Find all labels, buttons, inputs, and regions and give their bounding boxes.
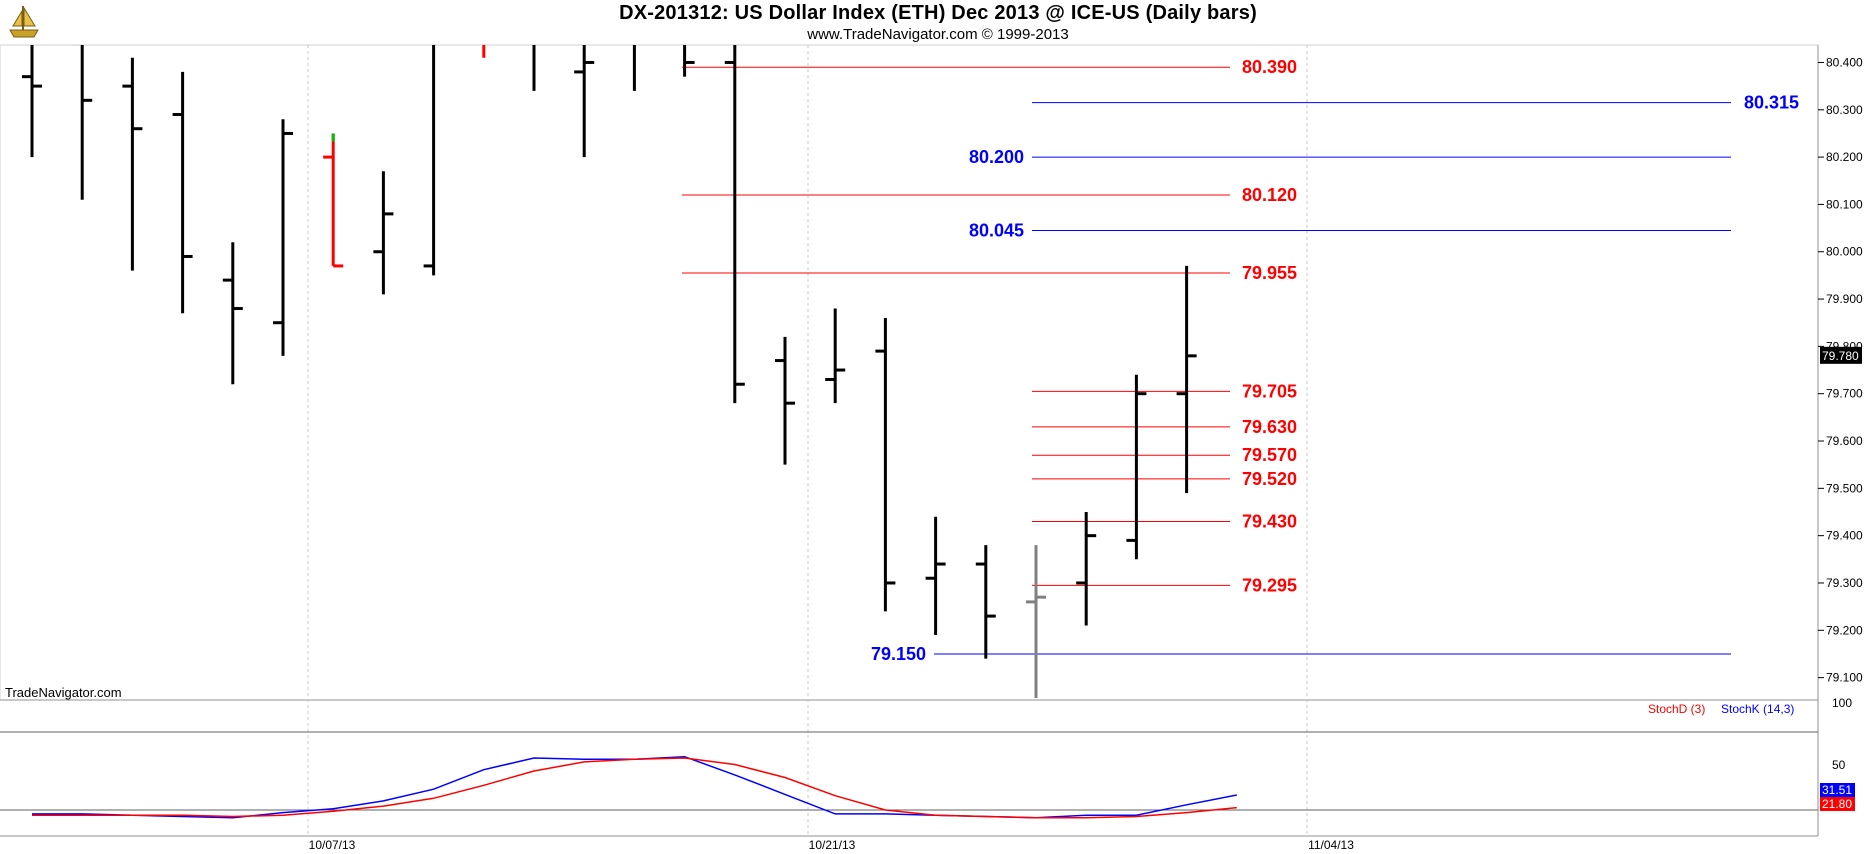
y-tick-label: 80.400 [1826,55,1863,69]
x-tick-label: 10/21/13 [809,838,856,852]
level-label: 79.630 [1242,417,1297,437]
chart-subtitle: www.TradeNavigator.com © 1999-2013 [807,26,1069,43]
level-label: 79.150 [871,644,926,664]
level-label: 80.045 [969,220,1024,240]
y-tick-label: 79.900 [1826,292,1863,306]
stoch-legend-entry: StochK (14,3) [1721,702,1794,716]
y-tick-label: 80.100 [1826,197,1863,211]
watermark: TradeNavigator.com [5,685,122,700]
ohlc-bar [22,45,42,158]
ohlc-bar [373,171,394,295]
y-tick-label: 80.300 [1826,103,1863,117]
level-label: 80.120 [1242,185,1297,205]
level-label: 79.955 [1242,263,1297,283]
ohlc-bar [532,45,536,91]
y-tick-label: 80.200 [1826,150,1863,164]
y-tick-label: 79.600 [1826,434,1863,448]
ohlc-bar [925,516,946,636]
y-tick-label: 79.400 [1826,529,1863,543]
x-tick-label: 10/07/13 [309,838,356,852]
stoch-legend-entry: StochD (3) [1648,702,1705,716]
level-label: 79.705 [1242,381,1297,401]
stochk-badge [1820,783,1855,797]
ohlc-bar [875,317,896,612]
ohlc-bar [683,45,695,77]
ohlc-bar [423,45,436,276]
chart-title: DX-201312: US Dollar Index (ETH) Dec 201… [619,2,1257,24]
last-price-label: 79.780 [1822,349,1859,363]
ohlc-bar [825,308,846,404]
stoch-y-tick-label: 100 [1832,696,1852,710]
ohlc-bar [632,45,636,91]
ohlc-bar [724,45,745,404]
y-tick-label: 80.000 [1826,245,1863,259]
level-label: 79.295 [1242,575,1297,595]
ohlc-bar [775,336,795,465]
stochk-value: 31.51 [1822,783,1852,797]
ohlc-bar [323,133,344,268]
ohlc-bar [72,45,93,200]
y-tick-label: 79.700 [1826,387,1863,401]
level-label: 79.570 [1242,445,1297,465]
level-label: 80.390 [1242,57,1297,77]
ship-logo-icon [6,2,42,40]
last-price-badge [1820,346,1862,364]
level-label: 79.520 [1242,469,1297,489]
stochd-value: 21.80 [1822,797,1852,811]
x-tick-label: 11/04/13 [1308,838,1354,852]
ohlc-bar [122,57,143,271]
ohlc-bar [172,71,193,314]
ohlc-bar [975,545,996,659]
y-tick-label: 79.200 [1826,623,1863,637]
ohlc-bar [574,45,595,158]
ohlc-bar [222,242,243,385]
ohlc-bar [1126,374,1147,560]
price-panel-frame [0,44,1819,701]
ohlc-bar [1076,511,1097,626]
level-label: 80.200 [969,147,1024,167]
stoch-y-tick-label: 50 [1832,758,1846,772]
level-label: 80.315 [1744,93,1799,113]
y-tick-label: 79.100 [1826,671,1863,685]
y-tick-label: 79.300 [1826,576,1863,590]
y-tick-label: 79.500 [1826,481,1863,495]
stoch-line [32,755,1237,819]
ohlc-bar [1176,265,1197,494]
ohlc-bar [1026,545,1046,698]
stoch-line [32,757,1237,819]
stochd-badge [1820,797,1855,811]
chart-header: DX-201312: US Dollar Index (ETH) Dec 201… [0,0,1876,45]
level-label: 79.430 [1242,511,1297,531]
ohlc-bar [482,45,486,58]
ohlc-bar [273,119,293,356]
